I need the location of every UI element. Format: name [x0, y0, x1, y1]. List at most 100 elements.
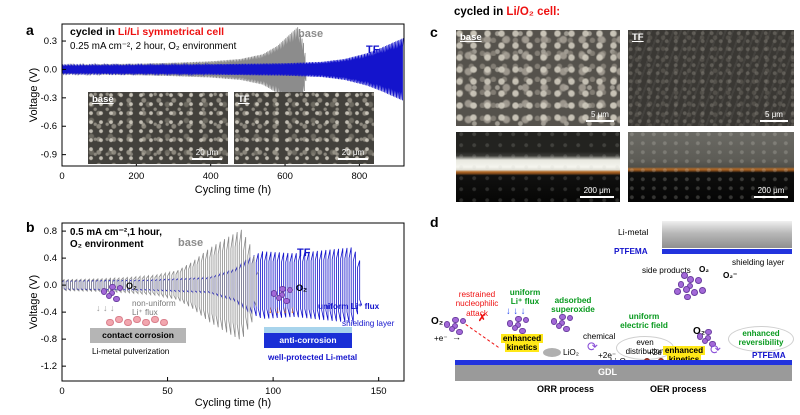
molecule-dot	[701, 337, 709, 344]
uniform-flux-label: uniform Li⁺ flux	[318, 302, 380, 311]
o2-left-label: O₂	[431, 316, 444, 327]
inset-base-label: base	[92, 94, 114, 105]
shielding-layer-label: shielding layer	[342, 319, 395, 328]
y-tick-label: 0.4	[44, 253, 57, 264]
panel-a-xlabel: Cycling time (h)	[194, 184, 272, 196]
sem-tf-crosssection: 200 μm	[628, 132, 794, 202]
molecule-dot	[452, 316, 459, 324]
o2-label-left: O₂	[126, 281, 137, 291]
y-tick-label: 0.0	[44, 64, 57, 75]
panel-b-legend-base: base	[178, 237, 204, 249]
li-metal-slab	[662, 221, 792, 248]
panel-a-legend-base: base	[298, 28, 324, 40]
x-tick-label: 800	[351, 171, 367, 182]
scale-text: 5 μm	[591, 109, 609, 119]
x-tick-label: 150	[371, 386, 387, 397]
inset-base-scale-text: 20 μm	[195, 147, 219, 157]
sem-tf-label: TF	[632, 32, 644, 43]
x-tick-label: 100	[265, 386, 281, 397]
molecule-dot	[695, 277, 703, 284]
panel-a-ylabel: Voltage (V)	[28, 67, 40, 123]
molecule-dot	[709, 340, 716, 347]
reversibility-cycle-arrow-icon: ⟳	[710, 342, 721, 357]
ptfema-bottom-strip	[455, 360, 792, 365]
y-tick-label: 0.0	[44, 280, 57, 291]
orr-process-label: ORR process	[537, 384, 595, 394]
molecule-dot	[286, 286, 294, 294]
adsorbed-superoxide-label: adsorbed superoxide	[548, 296, 598, 315]
scalebar-line	[754, 195, 788, 198]
molecule-dot	[275, 294, 283, 301]
molecule-dot	[691, 288, 699, 296]
molecule-dot	[673, 287, 681, 295]
scalebar-line	[586, 119, 614, 122]
panel-b-xlabel: Cycling time (h)	[194, 397, 272, 409]
uniform-field-label: uniform electric field	[615, 312, 673, 331]
kinetics1-line1: enhanced	[500, 334, 544, 343]
uniform-flux-label: uniform Li⁺ flux	[502, 288, 548, 307]
panel-a-legend-tf: TF	[366, 44, 380, 56]
panel-c-label: c	[430, 24, 438, 40]
molecule-dot	[113, 295, 120, 302]
molecule-dot	[687, 276, 694, 283]
panel-b-condition-2: O₂ environment	[70, 239, 144, 250]
field-line1: uniform	[628, 312, 660, 321]
chemical-cycle-arrow-icon: ⟳	[587, 339, 598, 354]
side-products-label: side products	[642, 266, 691, 275]
y-tick-label: -1.2	[41, 361, 57, 372]
restrained-line1: restrained	[458, 290, 496, 299]
x-tick-label: 400	[203, 171, 219, 182]
nonuniform-line1: non-uniform	[132, 299, 176, 308]
restrained-line2: nucleophilic	[455, 299, 499, 309]
reversibility-line2: reversibility	[738, 338, 784, 347]
molecule-dot	[506, 320, 513, 327]
superoxide-top-label: O₂⁻	[723, 271, 738, 280]
uniform-flux-line2: Li⁺ flux	[510, 297, 540, 307]
sem-base-crosssection: 200 μm	[456, 132, 620, 202]
plus-2e-2-label: +2e⁻	[648, 348, 667, 357]
x-tick-label: 50	[162, 386, 173, 397]
panel-a-title: cycled in Li/Li symmetrical cell	[70, 26, 224, 38]
y-tick-label: 0.3	[44, 36, 57, 47]
adsorbed-line1: adsorbed	[554, 296, 592, 305]
protected-limetal-label: well-protected Li-metal	[268, 353, 358, 362]
x-tick-label: 0	[59, 171, 64, 182]
lio2-label: LiO₂	[563, 348, 579, 357]
molecule-dot	[515, 315, 522, 323]
molecule-dot	[124, 318, 132, 327]
panel-a-inset-tf-sem: TF 20 μm	[234, 92, 374, 164]
molecule-dot	[105, 292, 113, 299]
sem-base-label: base	[460, 32, 482, 43]
y-tick-label: -0.9	[41, 150, 57, 161]
molecule-dot	[683, 293, 691, 301]
molecule-dot	[443, 321, 450, 328]
kinetics2-line1: enhanced	[662, 346, 706, 355]
scalebar-line	[580, 195, 614, 198]
panel-c-title-black: cycled in	[454, 6, 507, 18]
nonuniform-flux-arrows: ↓ ↓ ↓	[96, 303, 115, 313]
scale-text: 200 μm	[583, 185, 611, 195]
panel-a-chart: 0 200 400 600 800 0.3 0.0 -0.3 -0.6 -0.9	[41, 23, 405, 182]
enhanced-reversibility-oval: enhanced reversibility	[728, 326, 794, 352]
o2-label-right: O₂	[296, 283, 307, 293]
kinetics2-line2: kinetics	[666, 355, 702, 365]
panel-b-ylabel: Voltage (V)	[28, 274, 40, 330]
scale-text: 5 μm	[765, 109, 783, 119]
molecule-dot	[270, 290, 277, 297]
nonuniform-flux-label: non-uniform Li⁺ flux	[132, 299, 176, 318]
chemical-label: chemical	[583, 332, 616, 341]
lio2-particle	[543, 348, 561, 357]
molecule-dot	[151, 315, 159, 324]
panel-d-label: d	[430, 214, 439, 230]
sem-tf-top: TF 5 μm	[628, 30, 794, 126]
sem-base-top: base 5 μm	[456, 30, 620, 126]
li-flux-arrows: ↓ ↓ ↓	[506, 306, 526, 317]
x-tick-label: 200	[128, 171, 144, 182]
inset-tf-scalebar: 20 μm	[338, 148, 368, 160]
shielding-layer-label: shielding layer	[732, 258, 785, 267]
y-tick-label: -0.8	[41, 334, 57, 345]
scalebar-line	[760, 119, 788, 122]
kinetics1-line2: kinetics	[504, 343, 540, 353]
molecule-dot	[116, 284, 124, 292]
